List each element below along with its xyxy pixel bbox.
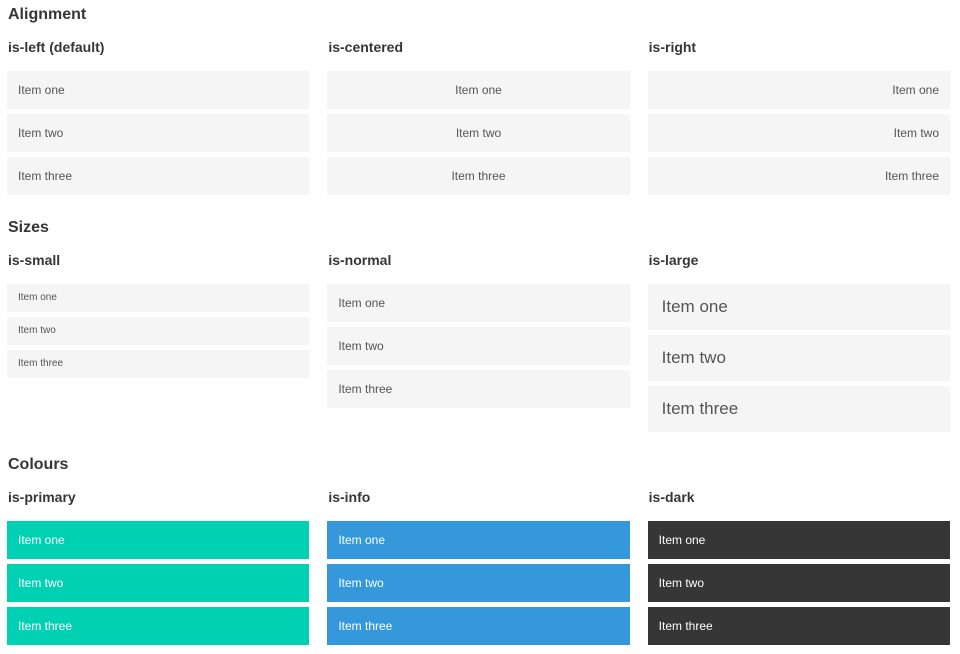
list-is-left: Item one Item two Item three <box>7 71 310 195</box>
list-item[interactable]: Item one <box>647 521 950 559</box>
list-item[interactable]: Item one <box>7 71 310 109</box>
section-sizes: Sizes is-small Item one Item two Item th… <box>7 218 950 432</box>
list-is-right: Item one Item two Item three <box>647 71 950 195</box>
section-colours: Colours is-primary Item one Item two Ite… <box>7 455 950 645</box>
list-item[interactable]: Item three <box>7 157 310 195</box>
list-item[interactable]: Item two <box>327 327 630 365</box>
list-item[interactable]: Item three <box>647 157 950 195</box>
list-is-dark: Item one Item two Item three <box>647 521 950 645</box>
list-item[interactable]: Item two <box>647 335 950 381</box>
list-item[interactable]: Item one <box>7 521 310 559</box>
column-is-primary: is-primary Item one Item two Item three <box>7 489 310 645</box>
list-item[interactable]: Item one <box>647 284 950 330</box>
column-is-dark: is-dark Item one Item two Item three <box>647 489 950 645</box>
list-item[interactable]: Item two <box>7 317 310 345</box>
list-item[interactable]: Item two <box>647 114 950 152</box>
list-item[interactable]: Item three <box>327 607 630 645</box>
column-is-centered: is-centered Item one Item two Item three <box>327 39 630 195</box>
colours-section-title: Colours <box>8 456 69 473</box>
column-title-is-large: is-large <box>648 252 699 268</box>
list-is-primary: Item one Item two Item three <box>7 521 310 645</box>
list-is-info: Item one Item two Item three <box>327 521 630 645</box>
alignment-columns: is-left (default) Item one Item two Item… <box>7 39 950 195</box>
list-item[interactable]: Item one <box>647 71 950 109</box>
list-item[interactable]: Item one <box>327 284 630 322</box>
sizes-columns: is-small Item one Item two Item three is… <box>7 252 950 432</box>
list-is-large: Item one Item two Item three <box>647 284 950 432</box>
column-is-left: is-left (default) Item one Item two Item… <box>7 39 310 195</box>
list-item[interactable]: Item three <box>647 607 950 645</box>
list-item[interactable]: Item three <box>647 386 950 432</box>
column-is-normal: is-normal Item one Item two Item three <box>327 252 630 408</box>
list-item[interactable]: Item two <box>7 114 310 152</box>
list-item[interactable]: Item three <box>7 350 310 378</box>
column-title-is-primary: is-primary <box>8 489 76 505</box>
list-item[interactable]: Item two <box>327 564 630 602</box>
list-item[interactable]: Item one <box>7 284 310 312</box>
column-title-is-info: is-info <box>328 489 371 505</box>
column-is-info: is-info Item one Item two Item three <box>327 489 630 645</box>
column-is-large: is-large Item one Item two Item three <box>647 252 950 432</box>
column-title-is-normal: is-normal <box>328 252 392 268</box>
column-title-is-centered: is-centered <box>328 39 404 55</box>
list-item[interactable]: Item three <box>327 370 630 408</box>
list-is-small: Item one Item two Item three <box>7 284 310 378</box>
section-alignment: Alignment is-left (default) Item one Ite… <box>7 5 950 195</box>
list-item[interactable]: Item three <box>7 607 310 645</box>
list-is-normal: Item one Item two Item three <box>327 284 630 408</box>
alignment-section-title: Alignment <box>8 6 87 23</box>
list-is-centered: Item one Item two Item three <box>327 71 630 195</box>
list-item[interactable]: Item one <box>327 521 630 559</box>
column-is-right: is-right Item one Item two Item three <box>647 39 950 195</box>
column-title-is-right: is-right <box>648 39 697 55</box>
column-title-is-dark: is-dark <box>648 489 695 505</box>
list-item[interactable]: Item two <box>7 564 310 602</box>
column-title-is-small: is-small <box>8 252 61 268</box>
column-title-is-left: is-left (default) <box>8 39 105 55</box>
list-item[interactable]: Item one <box>327 71 630 109</box>
list-item[interactable]: Item two <box>647 564 950 602</box>
list-item[interactable]: Item two <box>327 114 630 152</box>
column-is-small: is-small Item one Item two Item three <box>7 252 310 378</box>
sizes-section-title: Sizes <box>8 219 49 236</box>
colours-columns: is-primary Item one Item two Item three … <box>7 489 950 645</box>
list-item[interactable]: Item three <box>327 157 630 195</box>
